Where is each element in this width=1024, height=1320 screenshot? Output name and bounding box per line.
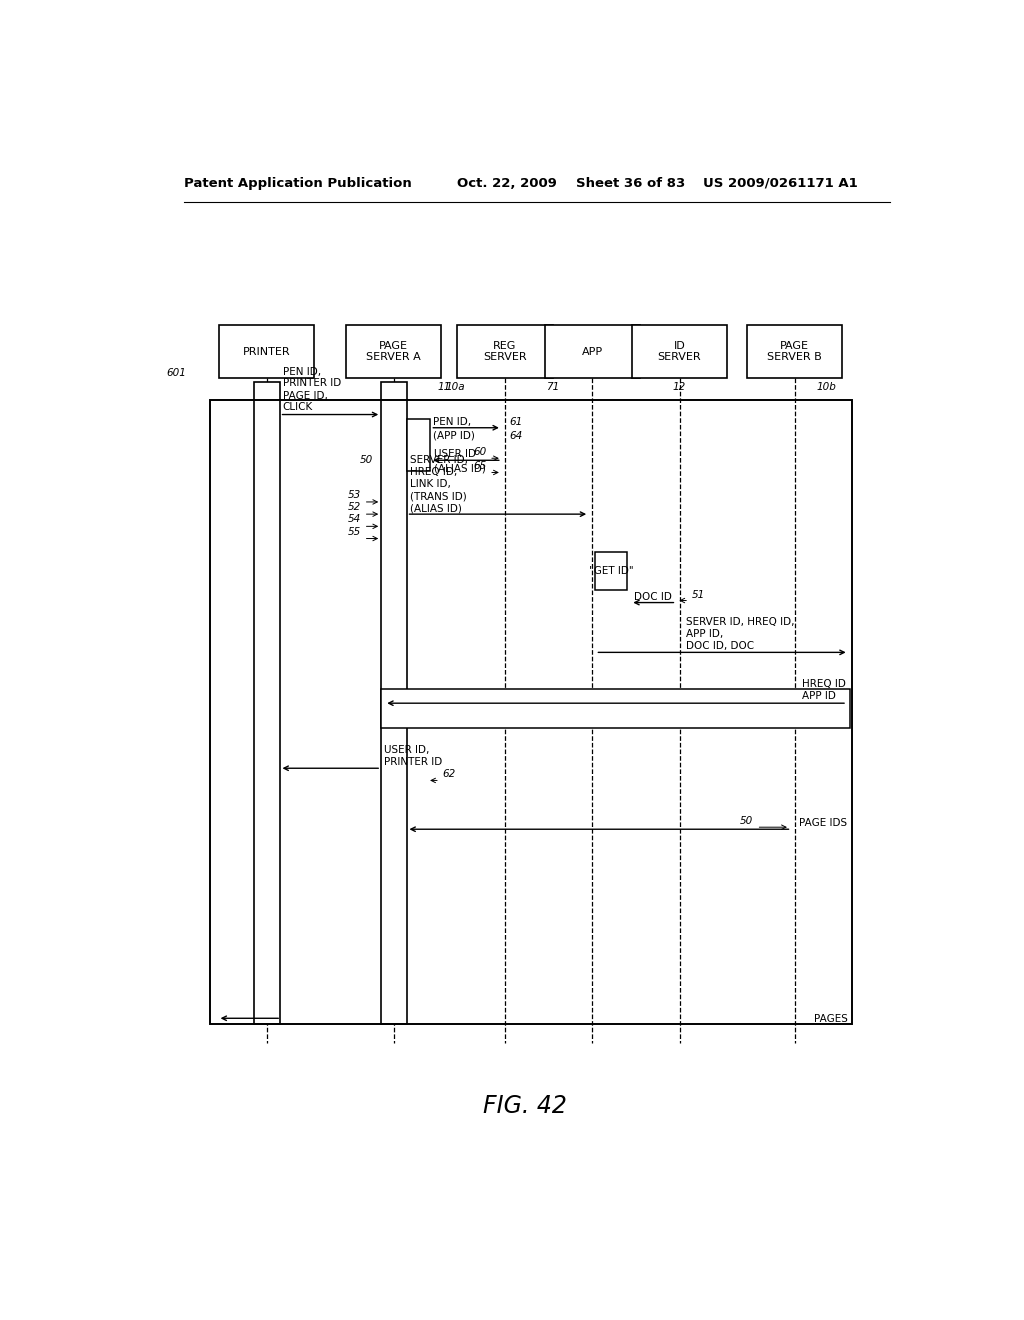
Text: 53: 53 <box>348 490 361 500</box>
Text: REG
SERVER: REG SERVER <box>483 341 526 362</box>
Text: ID
SERVER: ID SERVER <box>657 341 701 362</box>
Text: US 2009/0261171 A1: US 2009/0261171 A1 <box>703 177 858 190</box>
FancyBboxPatch shape <box>346 325 441 378</box>
Text: 71: 71 <box>546 383 559 392</box>
Text: (APP ID): (APP ID) <box>433 430 474 441</box>
FancyBboxPatch shape <box>458 325 553 378</box>
Text: 61: 61 <box>510 417 523 426</box>
FancyBboxPatch shape <box>254 381 280 1024</box>
Text: PAGE
SERVER A: PAGE SERVER A <box>367 341 421 362</box>
FancyBboxPatch shape <box>632 325 727 378</box>
Text: DOC ID: DOC ID <box>634 591 672 602</box>
Text: 55: 55 <box>348 527 361 536</box>
Text: APP: APP <box>582 347 603 356</box>
Text: 10a: 10a <box>445 383 465 392</box>
Text: 50: 50 <box>360 455 373 466</box>
Text: Sheet 36 of 83: Sheet 36 of 83 <box>577 177 686 190</box>
Text: USER ID,
PRINTER ID: USER ID, PRINTER ID <box>384 746 442 767</box>
Text: 11: 11 <box>437 383 451 392</box>
Text: Oct. 22, 2009: Oct. 22, 2009 <box>458 177 557 190</box>
Text: 601: 601 <box>166 368 186 378</box>
Text: PEN ID,: PEN ID, <box>433 417 471 426</box>
Text: Patent Application Publication: Patent Application Publication <box>183 177 412 190</box>
Text: PAGE IDS: PAGE IDS <box>800 818 848 828</box>
Text: PEN ID,
PRINTER ID
PAGE ID,
CLICK: PEN ID, PRINTER ID PAGE ID, CLICK <box>283 367 341 412</box>
Text: 62: 62 <box>442 770 456 779</box>
Text: (ALIAS ID): (ALIAS ID) <box>433 463 485 474</box>
Text: PAGES: PAGES <box>814 1014 848 1024</box>
Text: "GET ID": "GET ID" <box>589 566 634 576</box>
FancyBboxPatch shape <box>381 689 850 727</box>
Text: 51: 51 <box>691 590 705 599</box>
Text: SERVER ID,
HREQ ID,
LINK ID,
(TRANS ID)
(ALIAS ID): SERVER ID, HREQ ID, LINK ID, (TRANS ID) … <box>410 455 468 513</box>
Text: FIG. 42: FIG. 42 <box>483 1094 566 1118</box>
Text: 52: 52 <box>348 502 361 512</box>
Text: PRINTER: PRINTER <box>243 347 291 356</box>
Text: 64: 64 <box>510 430 523 441</box>
Text: HREQ ID
APP ID: HREQ ID APP ID <box>802 680 846 701</box>
Text: USER ID: USER ID <box>433 449 475 459</box>
FancyBboxPatch shape <box>407 418 430 471</box>
Text: 50: 50 <box>740 816 754 826</box>
FancyBboxPatch shape <box>748 325 842 378</box>
FancyBboxPatch shape <box>595 552 627 590</box>
FancyBboxPatch shape <box>381 381 407 1024</box>
FancyBboxPatch shape <box>545 325 640 378</box>
Text: 54: 54 <box>348 515 361 524</box>
Text: 10b: 10b <box>816 383 836 392</box>
Text: PAGE
SERVER B: PAGE SERVER B <box>767 341 822 362</box>
Text: 12: 12 <box>673 383 686 392</box>
FancyBboxPatch shape <box>219 325 314 378</box>
Text: 65: 65 <box>473 462 486 471</box>
Text: SERVER ID, HREQ ID,
APP ID,
DOC ID, DOC: SERVER ID, HREQ ID, APP ID, DOC ID, DOC <box>686 618 795 651</box>
Text: 60: 60 <box>473 447 486 457</box>
